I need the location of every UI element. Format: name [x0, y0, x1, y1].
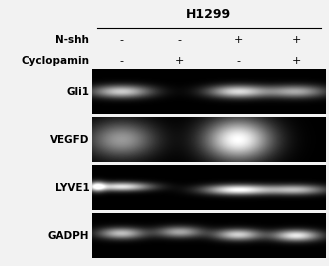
Text: GADPH: GADPH	[48, 231, 89, 241]
Text: -: -	[178, 35, 182, 45]
Text: LYVE1: LYVE1	[55, 182, 89, 193]
Text: -: -	[119, 35, 123, 45]
Text: +: +	[175, 56, 184, 66]
Text: +: +	[292, 56, 301, 66]
Text: H1299: H1299	[186, 8, 232, 21]
Text: N-shh: N-shh	[56, 35, 89, 45]
Text: +: +	[234, 35, 243, 45]
Text: -: -	[119, 56, 123, 66]
Text: VEGFD: VEGFD	[50, 135, 89, 145]
Text: Cyclopamin: Cyclopamin	[21, 56, 89, 66]
Text: +: +	[292, 35, 301, 45]
Text: Gli1: Gli1	[66, 86, 89, 97]
Text: -: -	[236, 56, 240, 66]
